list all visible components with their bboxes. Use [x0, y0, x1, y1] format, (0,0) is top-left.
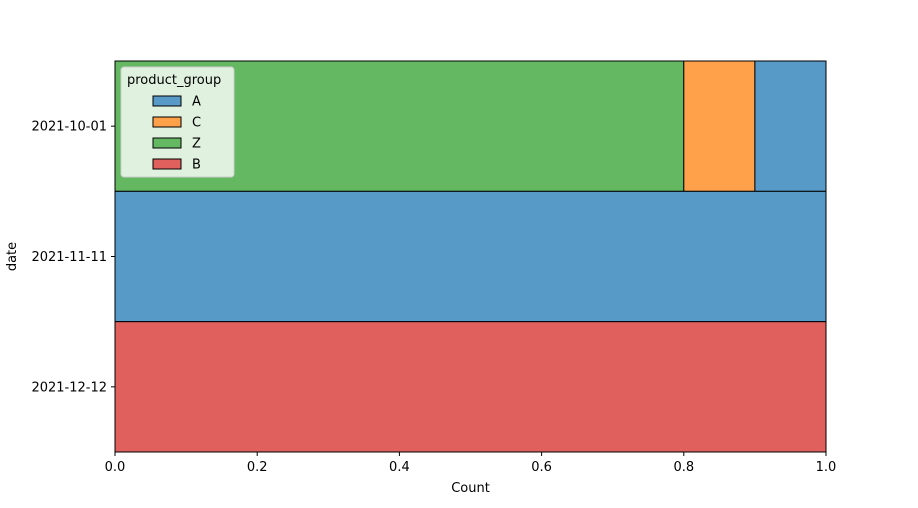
x-axis-label: Count: [451, 481, 490, 496]
y-tick-label: 2021-10-01: [31, 120, 107, 135]
legend-label-b: B: [192, 158, 201, 173]
legend-title: product_group: [127, 73, 221, 88]
x-tick-label: 0.2: [247, 460, 268, 475]
legend-swatch-c: [152, 116, 182, 128]
y-tick-label: 2021-12-12: [31, 380, 107, 395]
legend-swatch-z: [152, 137, 182, 149]
x-tick-label: 0.4: [389, 460, 410, 475]
bar-a-2021-10-01: [754, 60, 827, 192]
bar-a-2021-11-11: [114, 190, 827, 323]
legend-label-a: A: [192, 95, 201, 110]
x-axis-ticks: 0.0 0.2 0.4 0.6 0.8 1.0: [105, 452, 837, 475]
bar-b-2021-12-12: [114, 321, 827, 453]
legend-label-c: C: [192, 116, 201, 131]
x-tick-label: 0.6: [531, 460, 552, 475]
x-tick-label: 0.0: [105, 460, 126, 475]
y-tick-label: 2021-11-11: [31, 250, 107, 265]
bars-layer: [114, 60, 827, 453]
y-axis-label: date: [5, 242, 20, 271]
x-tick-label: 0.8: [673, 460, 694, 475]
legend-swatch-a: [152, 95, 182, 107]
legend-swatch-b: [152, 158, 182, 170]
bar-c-2021-10-01: [683, 60, 756, 192]
x-tick-label: 1.0: [816, 460, 837, 475]
legend-label-z: Z: [192, 137, 201, 152]
y-axis-ticks: 2021-10-01 2021-11-11 2021-12-12: [31, 120, 115, 395]
